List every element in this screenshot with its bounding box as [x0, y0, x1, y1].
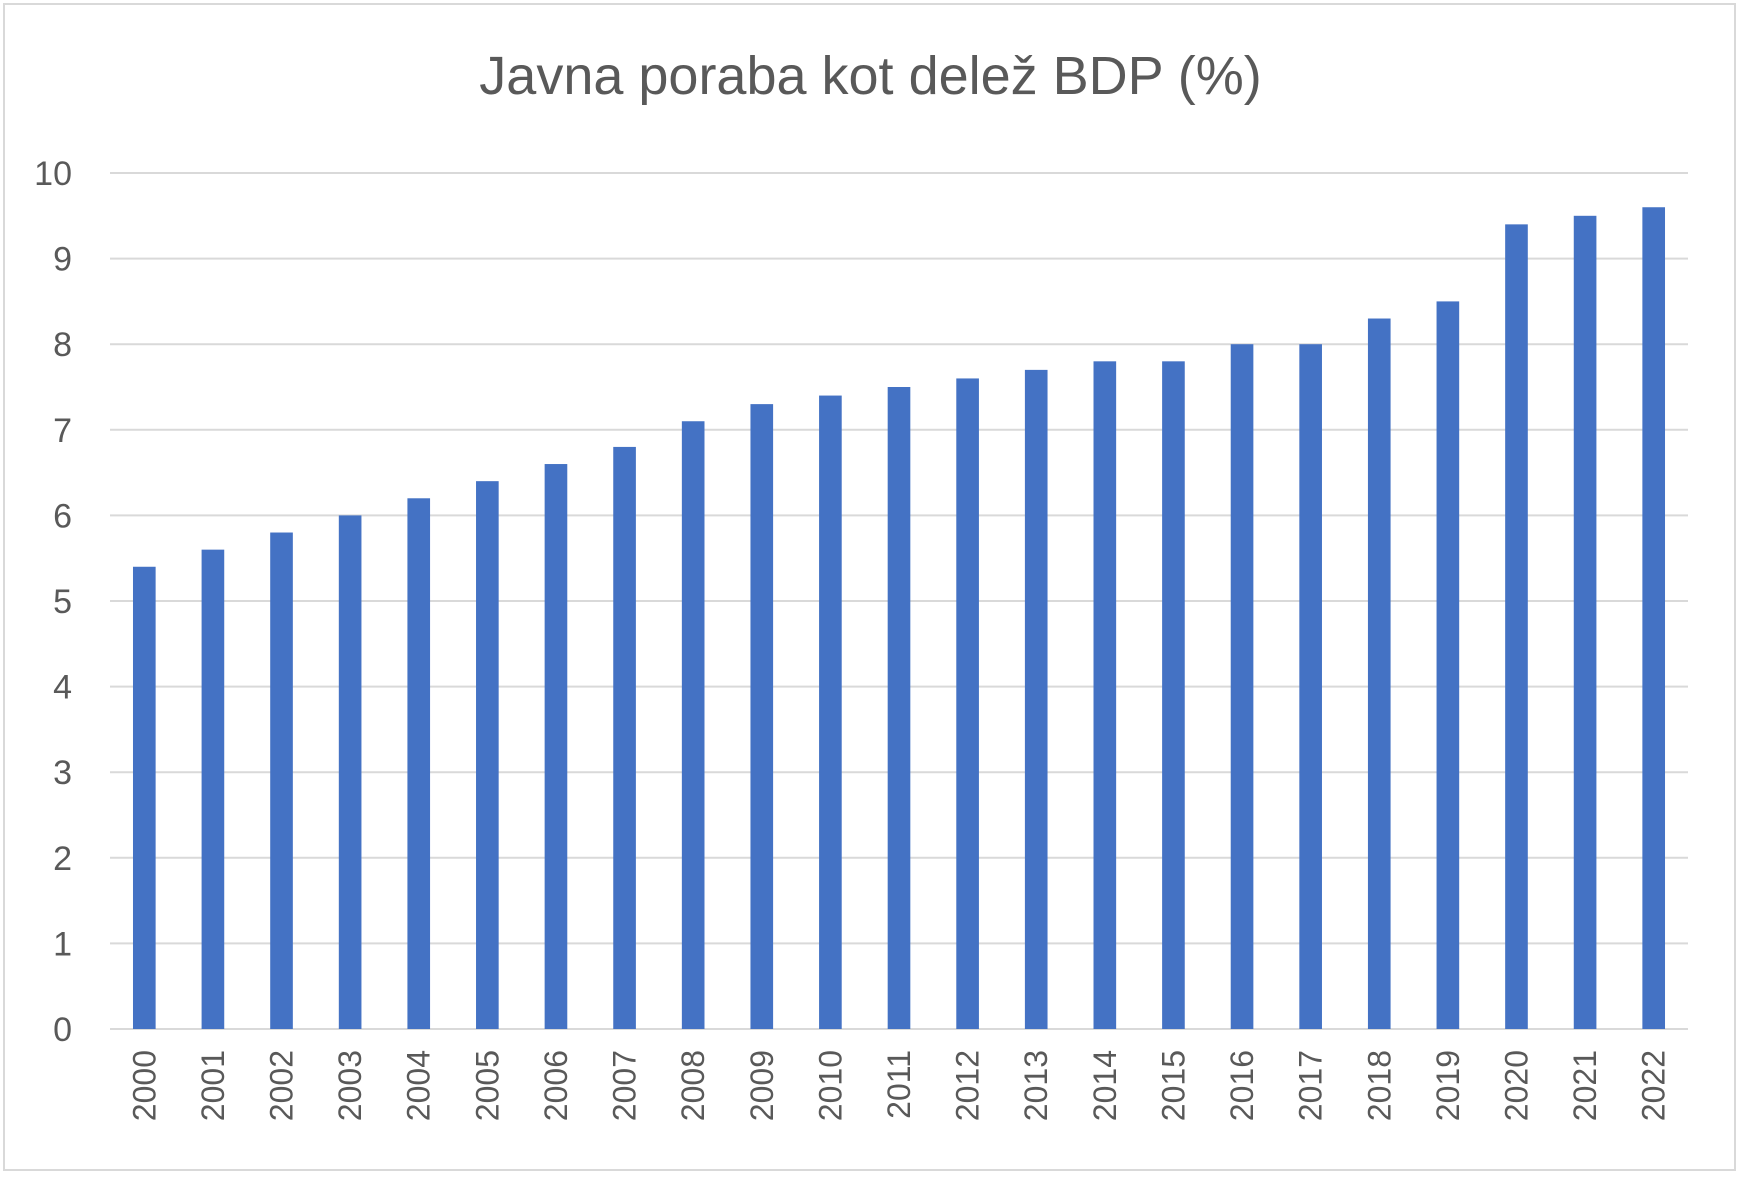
bars [132, 207, 1666, 1030]
x-tick-label: 2003 [332, 1050, 368, 1121]
x-tick-label: 2013 [1018, 1050, 1054, 1121]
bar-2004 [407, 498, 431, 1029]
x-tick-label: 2019 [1430, 1050, 1466, 1121]
bar-2001 [201, 549, 225, 1029]
x-tick-label: 2001 [195, 1050, 231, 1121]
x-tick-label: 2014 [1087, 1050, 1123, 1121]
x-tick-label: 2008 [675, 1050, 711, 1121]
x-tick-label: 2022 [1636, 1050, 1672, 1121]
bar-2003 [338, 515, 362, 1029]
y-axis-ticks: 0 1 2 3 4 5 6 7 8 9 10 [34, 155, 72, 1049]
bar-2008 [681, 421, 705, 1029]
y-tick-label: 1 [53, 925, 72, 963]
y-tick-label: 8 [53, 326, 72, 364]
bar-2000 [132, 566, 156, 1029]
y-tick-label: 10 [34, 155, 72, 193]
x-tick-label: 2011 [881, 1050, 917, 1119]
x-tick-label: 2017 [1293, 1050, 1329, 1121]
x-tick-label: 2016 [1224, 1050, 1260, 1121]
y-tick-label: 4 [53, 669, 72, 707]
bar-2006 [544, 464, 568, 1029]
x-tick-label: 2004 [401, 1050, 437, 1121]
bar-2013 [1024, 369, 1048, 1029]
bar-2005 [476, 481, 499, 1029]
y-tick-label: 7 [53, 412, 72, 450]
x-tick-label: 2000 [126, 1050, 162, 1121]
x-tick-label: 2002 [264, 1050, 300, 1121]
x-tick-label: 2012 [950, 1050, 986, 1121]
x-tick-label: 2007 [607, 1050, 643, 1121]
bar-2020 [1505, 224, 1528, 1030]
x-tick-label: 2015 [1155, 1050, 1191, 1121]
x-tick-label: 2005 [469, 1050, 505, 1121]
bar-2016 [1230, 344, 1254, 1029]
x-tick-label: 2021 [1567, 1050, 1603, 1121]
y-tick-label: 3 [53, 754, 72, 792]
bar-2007 [613, 446, 636, 1029]
bar-2012 [956, 378, 979, 1029]
x-tick-label: 2018 [1361, 1050, 1397, 1121]
y-tick-label: 0 [53, 1011, 72, 1049]
y-tick-label: 2 [53, 840, 72, 878]
chart-title: Javna poraba kot delež BDP (%) [479, 46, 1262, 106]
y-tick-label: 6 [53, 497, 72, 535]
bar-2021 [1573, 215, 1597, 1030]
bar-2019 [1436, 301, 1460, 1029]
bar-2018 [1367, 318, 1391, 1029]
bar-2011 [887, 387, 911, 1029]
x-tick-label: 2009 [744, 1050, 780, 1121]
y-tick-label: 9 [53, 241, 72, 279]
bar-2009 [750, 404, 774, 1029]
x-axis-ticks: 2000 2001 2002 2003 2004 2005 2006 2007 2008 2009… [126, 1050, 1671, 1121]
bar-2010 [819, 395, 842, 1029]
bar-2022 [1642, 207, 1666, 1030]
bar-2002 [270, 532, 293, 1029]
x-tick-label: 2010 [812, 1050, 848, 1121]
x-tick-label: 2020 [1498, 1050, 1534, 1121]
bar-2015 [1162, 361, 1185, 1029]
bar-2014 [1093, 361, 1117, 1029]
bar-2017 [1299, 344, 1322, 1029]
y-tick-label: 5 [53, 583, 72, 621]
x-tick-label: 2006 [538, 1050, 574, 1121]
